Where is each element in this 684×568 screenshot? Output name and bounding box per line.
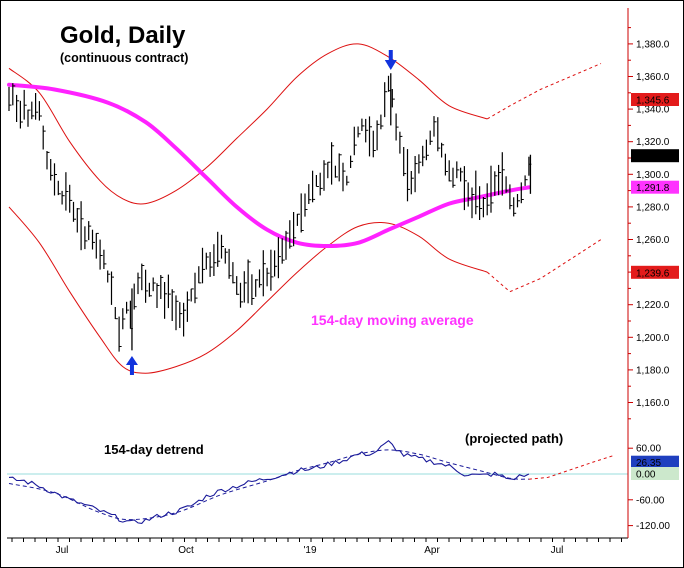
- price-value-label-box: [631, 93, 679, 106]
- price-value-label-text: 1,345.6: [636, 96, 670, 107]
- lower-projection-line: [486, 239, 602, 293]
- time-axis: Jul Oct '19 Apr Jul: [11, 538, 622, 556]
- time-tick-label: Jul: [551, 545, 564, 556]
- price-tick-label: 1,160.0: [636, 398, 670, 409]
- detrend-tick-label: 60.00: [636, 444, 661, 455]
- price-tick-label: 1,200.0: [636, 333, 670, 344]
- price-tick-label: 1,380.0: [636, 39, 670, 50]
- cycle-low-arrow-shaft: [129, 364, 134, 375]
- time-tick-label: Oct: [178, 545, 194, 556]
- detrend-value-label-text: 26.35: [636, 458, 661, 469]
- chart-title: Gold, Daily: [60, 22, 186, 49]
- detrend-title: 154-day detrend: [104, 442, 204, 457]
- value-labels: 1,345.6 1,311.1 1,291.8 1,239.6 26.350.00: [631, 93, 679, 481]
- price-bars: [8, 73, 532, 352]
- detrend-tick-label: -120.00: [636, 521, 670, 532]
- price-value-label: 1,239.6: [631, 265, 679, 279]
- time-tick-label: '19: [303, 545, 316, 556]
- price-value-label: 1,345.6: [631, 93, 679, 107]
- time-tick-label: Apr: [424, 545, 440, 556]
- detrend-smooth-line: [8, 449, 529, 521]
- price-tick-label: 1,320.0: [636, 137, 670, 148]
- price-tick-label: 1,340.0: [636, 105, 670, 116]
- price-value-label-text: 1,291.8: [636, 183, 670, 194]
- price-value-label-box: [631, 149, 679, 163]
- price-value-label-box: [631, 265, 679, 279]
- detrend-value-label-box: [631, 455, 679, 469]
- detrend-value-label: 0.00: [631, 467, 679, 481]
- price-value-label: 1,311.1: [631, 149, 679, 163]
- price-tick-label: 1,300.0: [636, 170, 670, 181]
- cycle-arrows: [125, 50, 397, 375]
- detrend-value-label: 26.35: [631, 455, 679, 469]
- upper-projection-line: [486, 63, 602, 120]
- cycle-high-arrow-shaft: [388, 50, 393, 61]
- price-value-label-box: [631, 180, 679, 194]
- chart-subtitle: (continuous contract): [60, 51, 188, 65]
- detrend-value-label-box: [631, 467, 679, 480]
- upper-band-line: [8, 43, 488, 205]
- price-tick-label: 1,360.0: [636, 72, 670, 83]
- moving-average-layer: [7, 82, 531, 249]
- price-value-label: 1,291.8: [631, 180, 679, 194]
- price-tick-label: 1,280.0: [636, 202, 670, 213]
- price-value-label-text: 1,311.1: [636, 152, 669, 163]
- detrend-projection-line: [528, 455, 613, 480]
- detrend-line: [8, 439, 530, 524]
- moving-average-annotation: 154-day moving average: [311, 312, 474, 328]
- price-tick-label: 1,220.0: [636, 300, 670, 311]
- detrend-panel: [7, 439, 628, 524]
- detrend-tick-label: -60.00: [636, 495, 665, 506]
- moving-average-line: [7, 82, 531, 249]
- price-tick-label: 1,260.0: [636, 235, 670, 246]
- time-tick-label: Jul: [56, 545, 69, 556]
- projected-path-annotation: (projected path): [465, 431, 563, 446]
- price-tick-label: 1,180.0: [636, 365, 670, 376]
- cycle-high-arrow: [384, 60, 397, 70]
- detrend-value-label-text: 0.00: [636, 470, 656, 481]
- price-value-label-text: 1,239.6: [636, 268, 670, 279]
- cycle-low-arrow: [125, 356, 138, 365]
